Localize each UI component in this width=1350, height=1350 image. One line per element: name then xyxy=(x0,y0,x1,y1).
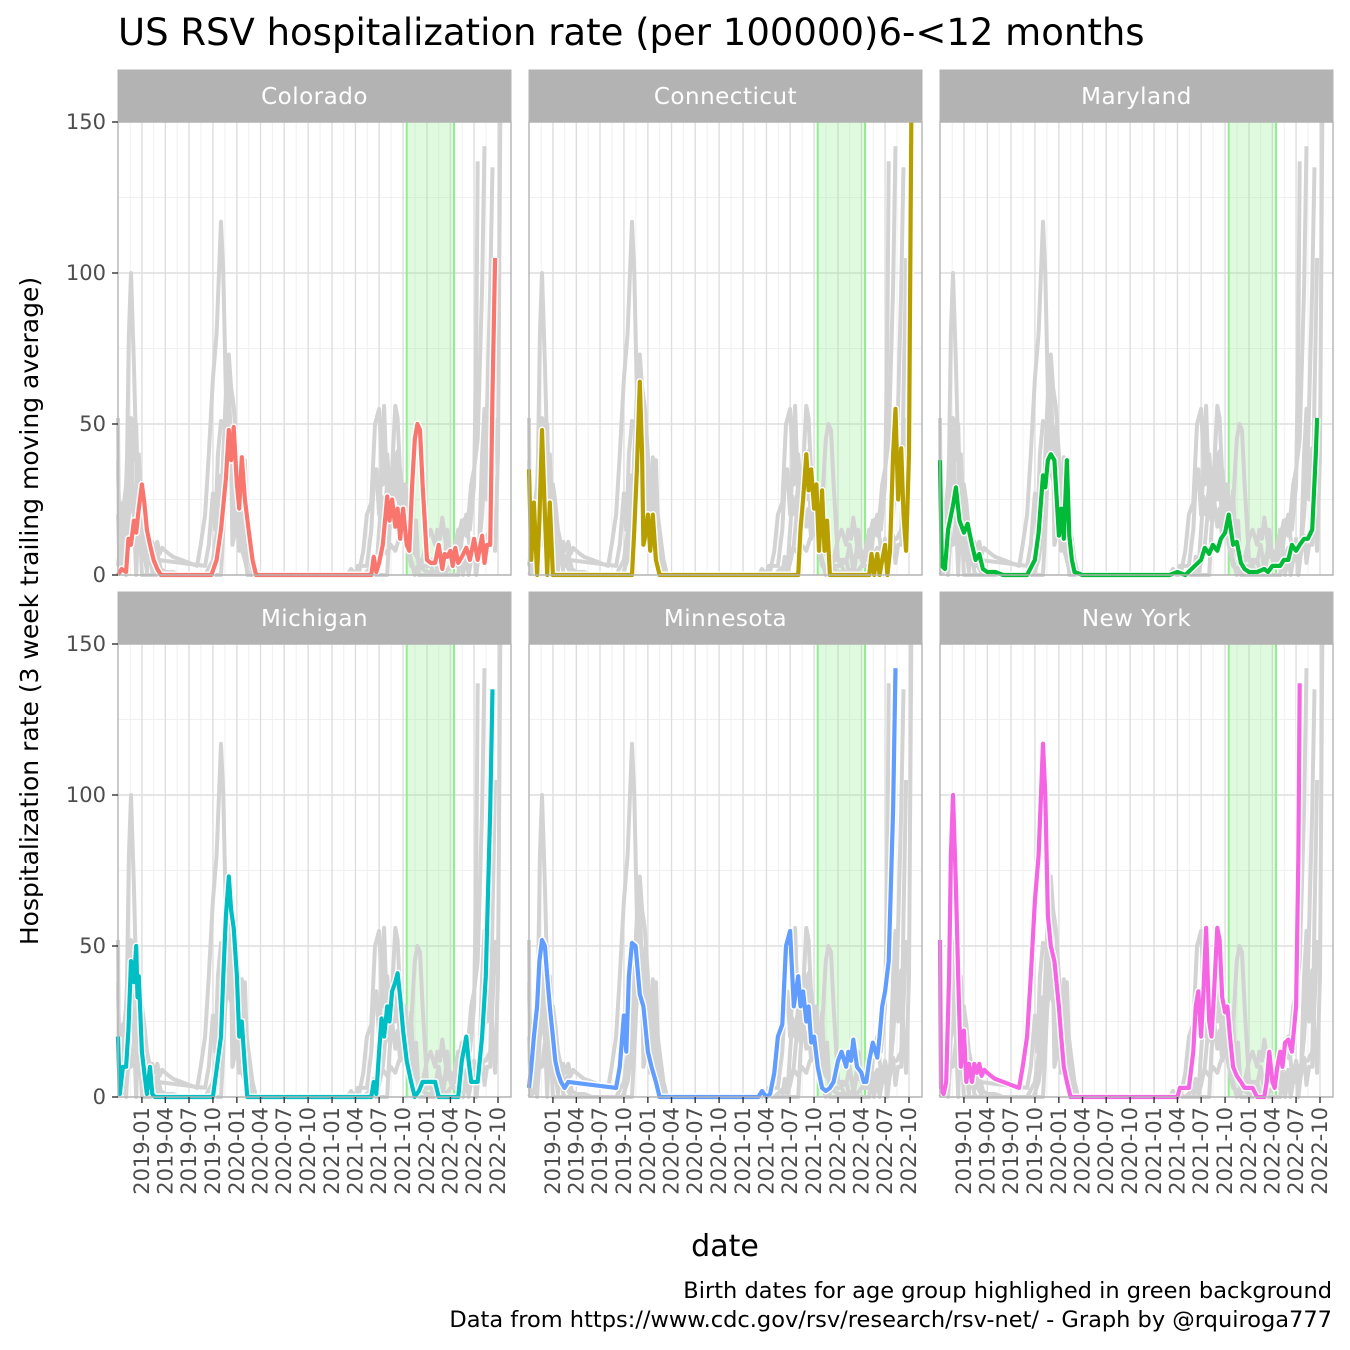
y-tick-label: 100 xyxy=(66,783,106,807)
x-tick-label: 2020-01 xyxy=(1047,1107,1071,1195)
x-tick-label: 2021-04 xyxy=(343,1107,367,1195)
x-tick-label: 2021-07 xyxy=(367,1107,391,1195)
facet-strip xyxy=(939,591,1334,645)
facet-panels: Colorado 0 50 100 150 Connecticut Maryland Mich… xyxy=(66,69,1334,1195)
facet-label-new-york: New York xyxy=(1082,606,1192,632)
chart-title: US RSV hospitalization rate (per 100000)… xyxy=(118,11,1145,54)
highlight-band xyxy=(817,644,866,1097)
panel-maryland: Maryland xyxy=(936,69,1334,579)
x-tick-label: 2020-04 xyxy=(249,1107,273,1195)
x-tick-label: 2022-01 xyxy=(415,1107,439,1195)
x-tick-label: 2021-04 xyxy=(754,1107,778,1195)
x-tick-label: 2019-10 xyxy=(612,1107,636,1195)
x-tick-label: 2021-10 xyxy=(1213,1107,1237,1195)
facet-label-colorado: Colorado xyxy=(261,84,368,110)
x-tick-label: 2020-01 xyxy=(225,1107,249,1195)
facet-strip xyxy=(528,69,923,123)
facet-strip xyxy=(117,591,512,645)
series-line-minnesota xyxy=(526,668,898,1100)
x-tick-label: 2019-01 xyxy=(952,1107,976,1195)
caption-line-1: Birth dates for age group highlighed in … xyxy=(683,1278,1332,1304)
x-tick-label: 2020-10 xyxy=(1118,1107,1142,1195)
y-tick-label: 50 xyxy=(79,934,106,958)
x-tick-label: 2022-10 xyxy=(1308,1107,1332,1195)
series-line-connecticut xyxy=(526,121,914,578)
y-tick-label: 0 xyxy=(93,563,106,587)
panel-colorado: Colorado 0 50 100 150 xyxy=(66,69,512,587)
facet-label-michigan: Michigan xyxy=(261,606,368,632)
x-tick-label: 2019-07 xyxy=(999,1107,1023,1195)
x-tick-label: 2021-01 xyxy=(320,1107,344,1195)
facet-strip xyxy=(117,69,512,123)
x-tick-label: 2019-01 xyxy=(130,1107,154,1195)
x-tick-label: 2019-04 xyxy=(975,1107,999,1195)
x-tick-label: 2019-04 xyxy=(564,1107,588,1195)
y-tick-label: 150 xyxy=(66,632,106,656)
facet-strip xyxy=(528,591,923,645)
x-tick-label: 2022-10 xyxy=(897,1107,921,1195)
highlight-band xyxy=(1228,122,1277,575)
x-tick-label: 2022-07 xyxy=(462,1107,486,1195)
x-tick-label: 2021-01 xyxy=(731,1107,755,1195)
x-tick-label: 2019-07 xyxy=(177,1107,201,1195)
x-tick-label: 2019-04 xyxy=(153,1107,177,1195)
x-tick-label: 2020-10 xyxy=(296,1107,320,1195)
x-axis-title: date xyxy=(691,1229,759,1264)
y-tick-label: 100 xyxy=(66,261,106,285)
panel-connecticut: Connecticut xyxy=(525,69,923,579)
series-line-colorado xyxy=(116,257,498,578)
x-tick-label: 2021-10 xyxy=(391,1107,415,1195)
x-tick-label: 2020-04 xyxy=(1071,1107,1095,1195)
y-axis-title: Hospitalization rate (3 week trailing mo… xyxy=(15,277,44,945)
y-tick-label: 0 xyxy=(93,1085,106,1109)
x-tick-label: 2020-07 xyxy=(1094,1107,1118,1195)
x-tick-label: 2022-01 xyxy=(826,1107,850,1195)
x-tick-label: 2019-01 xyxy=(541,1107,565,1195)
x-tick-label: 2021-07 xyxy=(778,1107,802,1195)
x-tick-label: 2020-07 xyxy=(272,1107,296,1195)
facet-strip xyxy=(939,69,1334,123)
x-tick-label: 2020-01 xyxy=(636,1107,660,1195)
facet-label-maryland: Maryland xyxy=(1081,84,1192,110)
caption-line-2: Data from https://www.cdc.gov/rsv/resear… xyxy=(449,1307,1332,1333)
x-tick-label: 2020-04 xyxy=(660,1107,684,1195)
x-tick-label: 2021-10 xyxy=(802,1107,826,1195)
x-tick-label: 2020-07 xyxy=(683,1107,707,1195)
x-tick-label: 2022-07 xyxy=(873,1107,897,1195)
y-tick-label: 150 xyxy=(66,110,106,134)
x-tick-label: 2022-04 xyxy=(849,1107,873,1195)
y-tick-label: 50 xyxy=(79,412,106,436)
facet-label-connecticut: Connecticut xyxy=(654,84,797,110)
x-tick-label: 2020-10 xyxy=(707,1107,731,1195)
x-tick-label: 2022-04 xyxy=(1260,1107,1284,1195)
x-tick-label: 2019-07 xyxy=(588,1107,612,1195)
highlight-band xyxy=(1228,644,1277,1097)
x-tick-label: 2021-07 xyxy=(1189,1107,1213,1195)
x-tick-label: 2021-01 xyxy=(1142,1107,1166,1195)
x-tick-label: 2022-10 xyxy=(486,1107,510,1195)
x-tick-label: 2021-04 xyxy=(1165,1107,1189,1195)
x-tick-label: 2022-04 xyxy=(438,1107,462,1195)
x-tick-label: 2022-07 xyxy=(1284,1107,1308,1195)
highlight-band xyxy=(406,644,455,1097)
x-tick-label: 2019-10 xyxy=(201,1107,225,1195)
facet-label-minnesota: Minnesota xyxy=(664,606,787,632)
x-tick-label: 2022-01 xyxy=(1237,1107,1261,1195)
x-tick-label: 2019-10 xyxy=(1023,1107,1047,1195)
